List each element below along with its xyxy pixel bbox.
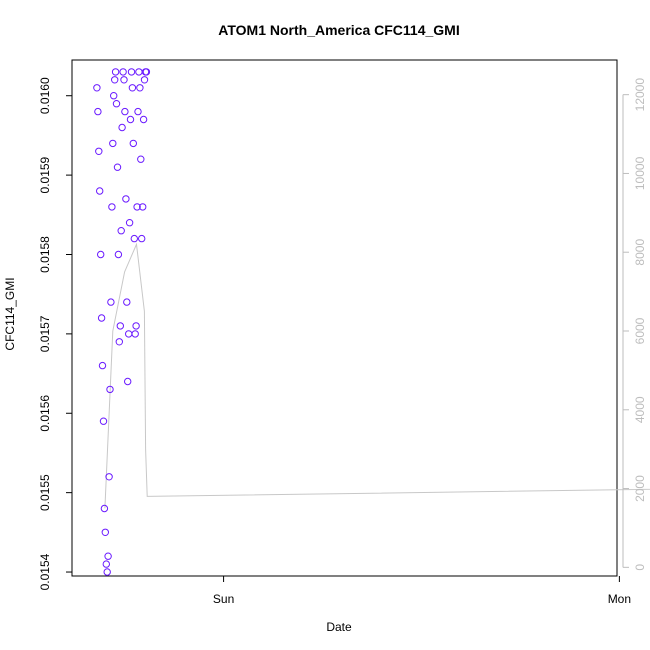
data-point [96, 187, 104, 195]
data-point [137, 155, 145, 163]
right-y-tick-label: 0 [633, 564, 647, 571]
data-point [125, 219, 134, 227]
y-tick-label: 0.0155 [38, 474, 52, 511]
data-point [106, 385, 114, 394]
y-tick-label: 0.0154 [38, 553, 52, 590]
data-point [110, 92, 118, 100]
plot-frame [71, 59, 618, 577]
data-point [111, 76, 119, 84]
data-point [114, 250, 123, 259]
data-point [118, 123, 126, 132]
data-point [128, 84, 137, 92]
data-point [101, 528, 110, 536]
x-axis-label: Date [326, 620, 352, 634]
y-tick-label: 0.0158 [38, 236, 52, 273]
data-point [105, 473, 113, 481]
data-point [116, 322, 125, 330]
data-point [140, 76, 149, 84]
data-point [115, 338, 124, 346]
data-point [119, 68, 127, 76]
data-point [111, 68, 120, 76]
data-point [123, 298, 131, 306]
right-y-tick-label: 8000 [633, 239, 647, 266]
data-point [121, 107, 129, 116]
data-point [139, 203, 147, 211]
right-y-tick-label: 2000 [633, 475, 647, 502]
data-point [99, 417, 108, 425]
y-tick-label: 0.0159 [38, 156, 52, 193]
data-point [120, 76, 128, 84]
data-points-layer [93, 68, 151, 576]
data-point [108, 203, 116, 211]
data-point [126, 115, 135, 124]
data-point [142, 68, 151, 76]
data-point [97, 250, 105, 259]
right-y-tick-label: 12000 [633, 78, 647, 112]
right-y-axis: 0 2000 4000 6000 8000 10000 12000 [622, 78, 647, 571]
data-point [98, 361, 107, 370]
y-axis: 0.0154 0.0155 0.0156 0.0157 0.0158 0.0159 0.01… [38, 77, 72, 590]
y-tick-label: 0.0156 [38, 395, 52, 432]
data-point [138, 234, 146, 243]
data-point [117, 227, 125, 235]
data-point [107, 298, 115, 306]
data-point [102, 560, 111, 568]
data-point [133, 203, 141, 211]
right-y-tick-label: 10000 [633, 156, 647, 190]
data-point [139, 115, 148, 124]
data-point [94, 107, 102, 116]
data-point [112, 100, 121, 108]
data-point [134, 107, 142, 116]
right-y-tick-label: 6000 [633, 317, 647, 344]
y-tick-label: 0.0157 [38, 315, 52, 352]
data-point [129, 139, 138, 148]
data-point [127, 68, 136, 76]
data-point [124, 377, 132, 386]
data-point [132, 322, 140, 330]
data-point [130, 234, 139, 243]
right-y-tick-label: 4000 [633, 396, 647, 423]
x-axis: SunMonTue [213, 576, 631, 606]
data-point [100, 504, 109, 513]
data-point [109, 139, 117, 148]
data-point [97, 314, 106, 322]
y-tick-label: 0.0160 [38, 77, 52, 114]
data-point [104, 552, 112, 560]
data-point [103, 568, 111, 576]
chart-title: ATOM1 North_America CFC114_GMI [218, 22, 459, 38]
data-point [136, 84, 144, 92]
x-tick-label: Sun [213, 592, 234, 606]
y-axis-label: CFC114_GMI [3, 277, 17, 350]
data-point [131, 330, 139, 338]
plot-border [71, 59, 618, 577]
x-tick-label: Mon [608, 592, 631, 606]
data-point [93, 84, 101, 92]
data-point [122, 195, 130, 203]
data-point [95, 147, 103, 156]
data-point [113, 163, 122, 171]
